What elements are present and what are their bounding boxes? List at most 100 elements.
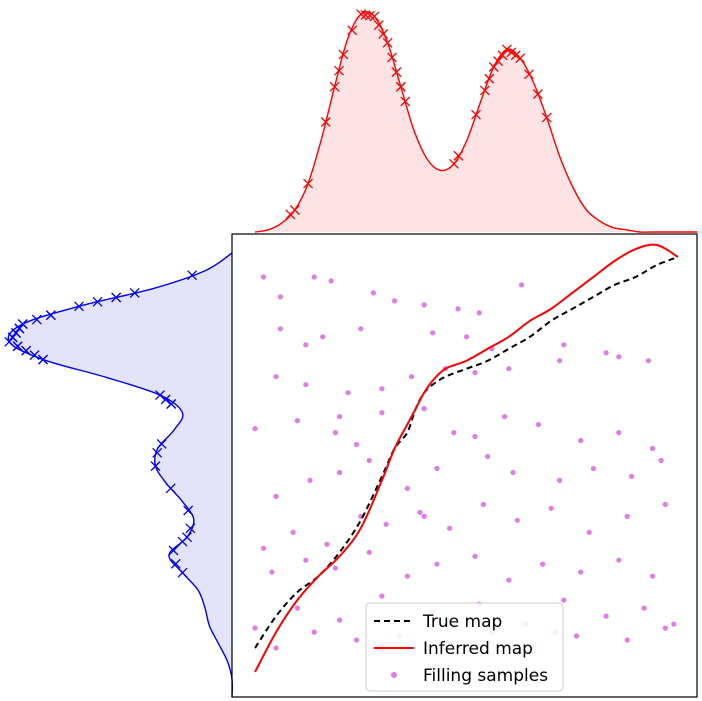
filling-sample-point — [662, 625, 668, 631]
filling-sample-point — [624, 637, 630, 643]
filling-sample-point — [273, 645, 279, 651]
filling-sample-point — [379, 593, 385, 599]
filling-sample-point — [404, 573, 410, 579]
filling-sample-point — [370, 290, 376, 296]
left-sample-marker — [187, 270, 198, 281]
filling-sample-point — [366, 457, 372, 464]
left-sample-marker — [31, 314, 42, 325]
filling-sample-point — [358, 326, 364, 332]
filling-sample-point — [379, 410, 385, 416]
filling-sample-point — [455, 306, 461, 312]
filling-sample-point — [548, 505, 554, 511]
filling-sample-point — [328, 278, 334, 284]
left-sample-marker — [11, 327, 21, 338]
top-sample-marker — [391, 67, 402, 78]
filling-sample-point — [273, 374, 279, 380]
filling-sample-point — [510, 469, 516, 476]
filling-sample-point — [451, 430, 457, 436]
filling-sample-point — [472, 433, 478, 440]
filling-sample-point — [578, 437, 584, 444]
filling-sample-point — [645, 358, 652, 364]
filling-sample-point — [603, 350, 609, 356]
filling-sample-point — [540, 561, 546, 567]
filling-sample-point — [472, 553, 478, 559]
top-sample-marker — [334, 65, 344, 76]
filling-sample-point — [624, 513, 630, 520]
top-sample-marker — [373, 20, 384, 31]
top-sample-marker — [510, 50, 521, 61]
filling-sample-point — [332, 565, 338, 571]
top-sample-marker — [515, 53, 526, 64]
filling-sample-point — [303, 557, 309, 563]
filling-sample-point — [628, 473, 635, 479]
filling-sample-point — [252, 625, 258, 631]
filling-sample-point — [641, 605, 647, 611]
top-sample-marker — [347, 25, 358, 36]
inferred-map-line — [254, 243, 679, 673]
top-sample-marker — [395, 81, 406, 92]
true-map-line — [254, 256, 679, 649]
filling-sample-point — [269, 569, 275, 575]
filling-samples-layer — [252, 274, 677, 651]
filling-sample-point — [476, 310, 482, 316]
left-sample-marker — [152, 447, 163, 458]
legend-label-filling-samples: Filling samples — [423, 666, 548, 686]
filling-sample-point — [472, 370, 478, 376]
legend: True map Inferred map Filling samples — [365, 602, 564, 692]
filling-sample-point — [332, 430, 338, 436]
filling-sample-point — [345, 390, 351, 396]
left-sample-marker — [165, 483, 176, 494]
filling-sample-point — [434, 561, 440, 567]
filling-sample-point — [337, 414, 343, 420]
filling-sample-point — [447, 525, 453, 531]
filling-sample-point — [561, 342, 567, 348]
left-sample-marker — [177, 567, 188, 578]
top-sample-marker — [400, 96, 411, 107]
filling-sample-point — [260, 545, 267, 551]
left-sample-marker — [150, 461, 161, 472]
filling-sample-point — [408, 374, 415, 380]
legend-box — [365, 602, 564, 692]
filling-sample-point — [518, 282, 525, 288]
left-sample-marker — [155, 390, 165, 401]
legend-filling-samples-marker — [391, 672, 397, 678]
left-sample-marker — [7, 332, 18, 343]
left-sample-marker — [168, 545, 179, 556]
left-sample-marker — [160, 394, 171, 405]
top-density-curve — [254, 11, 697, 233]
left-sample-marker — [92, 296, 103, 307]
legend-label-inferred-map: Inferred map — [423, 639, 533, 659]
top-sample-marker — [338, 49, 349, 60]
filling-sample-point — [430, 330, 436, 336]
filling-sample-point — [252, 426, 258, 432]
filling-sample-point — [434, 465, 440, 472]
left-sample-marker — [17, 319, 28, 329]
filling-sample-point — [502, 414, 508, 420]
top-sample-marker — [329, 81, 340, 92]
filling-sample-point — [421, 302, 427, 308]
filling-sample-point — [514, 517, 520, 523]
top-sample-marker — [387, 52, 397, 63]
top-sample-marker — [382, 37, 393, 48]
left-sample-marker — [4, 336, 15, 347]
main-axes-frame — [231, 233, 698, 698]
filling-sample-point — [578, 569, 584, 575]
top-sample-marker — [471, 109, 481, 120]
left-sample-marker — [166, 399, 177, 409]
filling-sample-point — [658, 457, 664, 464]
filling-sample-point — [277, 294, 283, 300]
map-lines-layer — [254, 243, 679, 673]
top-sample-marker — [378, 29, 389, 39]
filling-sample-point — [294, 418, 300, 424]
filling-sample-point — [324, 541, 330, 547]
filling-sample-point — [307, 477, 313, 483]
top-sample-marker — [479, 85, 490, 96]
left-sample-marker — [111, 292, 122, 303]
filling-sample-point — [662, 501, 668, 507]
filling-sample-point — [353, 441, 360, 448]
filling-sample-point — [311, 274, 317, 280]
left-sample-marker — [14, 323, 25, 334]
filling-sample-point — [590, 465, 597, 472]
filling-sample-point — [616, 354, 622, 360]
left-sample-marker — [183, 505, 194, 516]
